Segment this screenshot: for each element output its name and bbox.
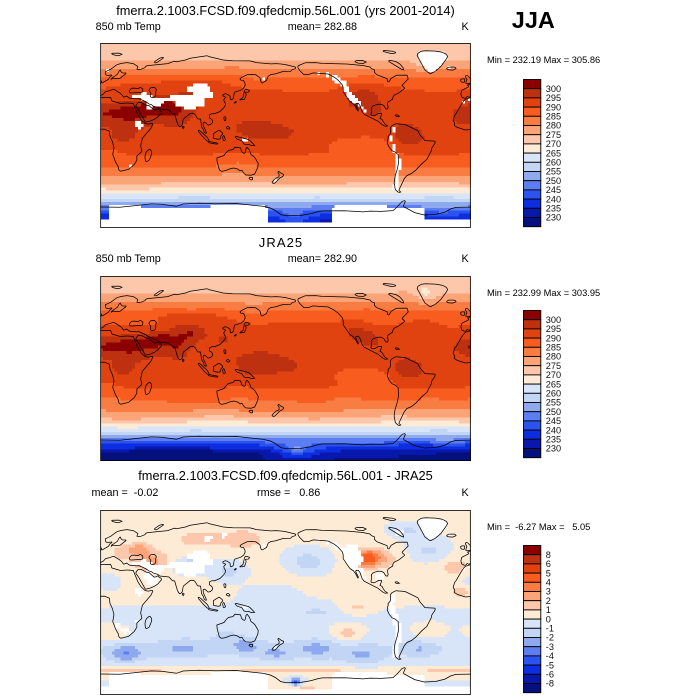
svg-text:1: 1 <box>545 605 550 615</box>
svg-text:265: 265 <box>545 148 560 158</box>
svg-text:255: 255 <box>545 398 560 408</box>
svg-text:8: 8 <box>545 550 550 560</box>
svg-text:-1: -1 <box>545 624 553 634</box>
svg-text:275: 275 <box>545 361 560 371</box>
svg-text:280: 280 <box>545 120 560 130</box>
svg-text:6: 6 <box>545 559 550 569</box>
svg-text:255: 255 <box>545 166 560 176</box>
svg-text:270: 270 <box>545 370 560 380</box>
svg-text:-5: -5 <box>545 660 553 670</box>
svg-text:-3: -3 <box>545 642 553 652</box>
svg-text:250: 250 <box>545 176 560 186</box>
svg-text:260: 260 <box>545 157 560 167</box>
svg-text:285: 285 <box>545 111 560 121</box>
svg-text:250: 250 <box>545 407 560 417</box>
svg-text:-2: -2 <box>545 633 553 643</box>
svg-text:300: 300 <box>545 315 560 325</box>
svg-text:275: 275 <box>545 130 560 140</box>
svg-text:230: 230 <box>545 212 560 222</box>
svg-text:300: 300 <box>545 84 560 94</box>
svg-text:245: 245 <box>545 185 560 195</box>
svg-text:260: 260 <box>545 389 560 399</box>
svg-text:5: 5 <box>545 568 550 578</box>
svg-text:2: 2 <box>545 596 550 606</box>
svg-text:240: 240 <box>545 194 560 204</box>
svg-text:245: 245 <box>545 416 560 426</box>
svg-text:270: 270 <box>545 139 560 149</box>
svg-text:240: 240 <box>545 426 560 436</box>
svg-text:0: 0 <box>545 614 550 624</box>
svg-text:280: 280 <box>545 352 560 362</box>
svg-text:235: 235 <box>545 203 560 213</box>
svg-text:-8: -8 <box>545 679 553 689</box>
svg-text:-4: -4 <box>545 651 553 661</box>
svg-text:3: 3 <box>545 587 550 597</box>
svg-text:285: 285 <box>545 343 560 353</box>
svg-text:265: 265 <box>545 380 560 390</box>
svg-text:4: 4 <box>545 578 550 588</box>
svg-text:295: 295 <box>545 93 560 103</box>
svg-text:290: 290 <box>545 102 560 112</box>
svg-text:295: 295 <box>545 324 560 334</box>
svg-text:230: 230 <box>545 444 560 454</box>
svg-text:290: 290 <box>545 334 560 344</box>
svg-text:235: 235 <box>545 435 560 445</box>
svg-text:-6: -6 <box>545 670 553 680</box>
